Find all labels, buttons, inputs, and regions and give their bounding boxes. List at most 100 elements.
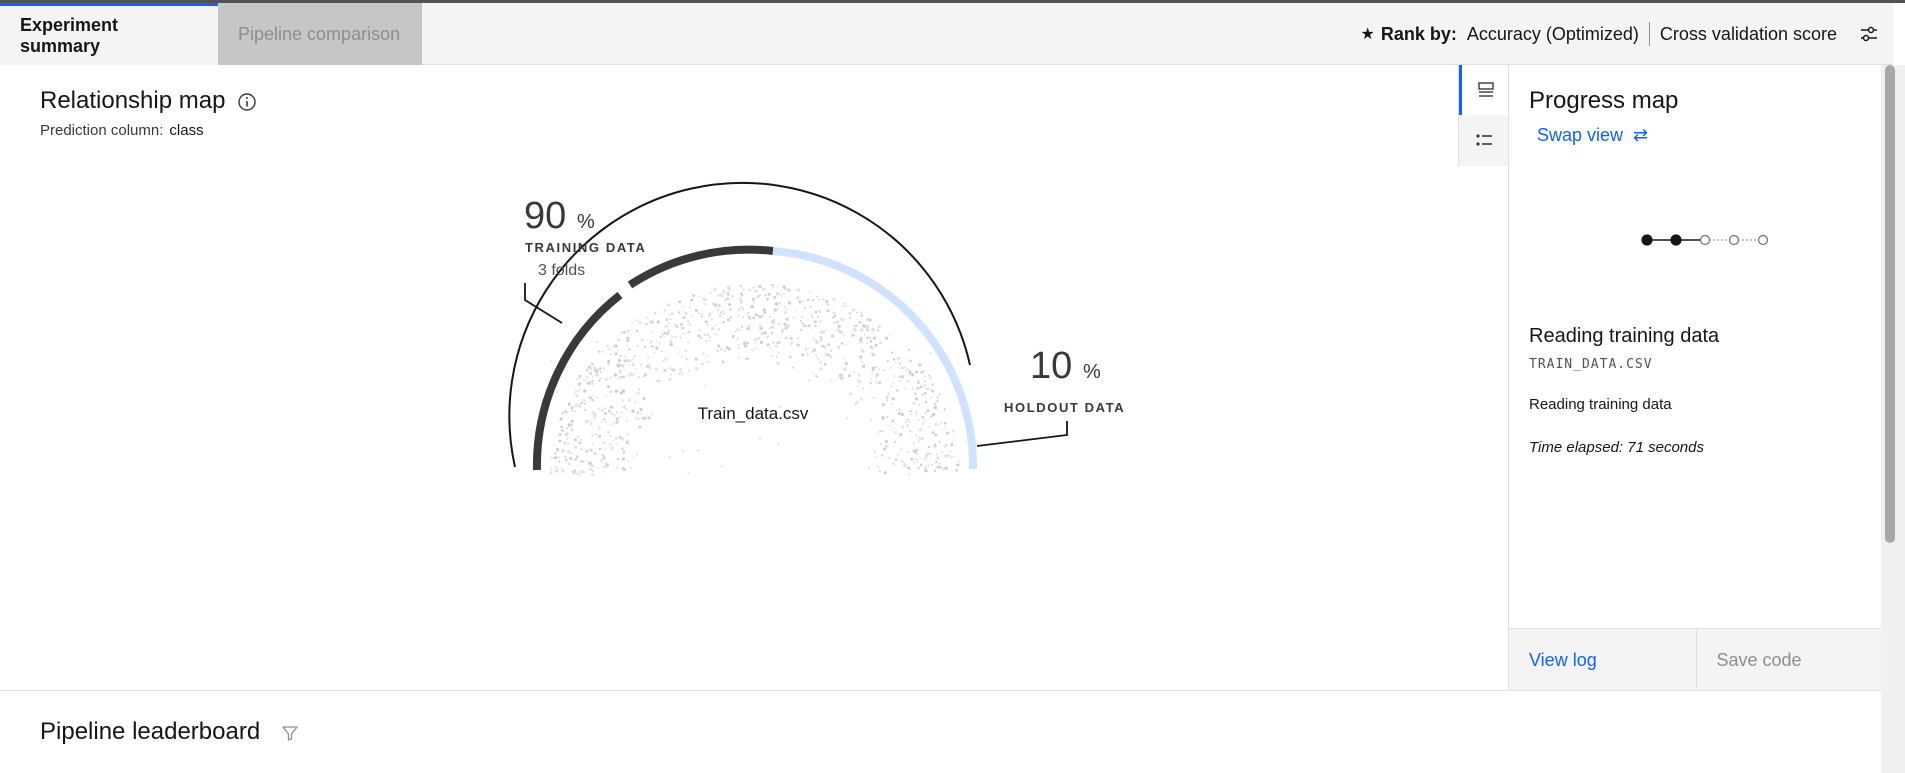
data-point (552, 444, 554, 447)
data-point (926, 452, 930, 456)
data-point (796, 296, 800, 300)
data-point (561, 469, 565, 473)
settings-adjust-icon[interactable] (1857, 22, 1881, 46)
data-point (737, 343, 740, 347)
data-point (823, 362, 827, 366)
data-point (700, 315, 703, 318)
holdout-arc[interactable] (772, 247, 978, 470)
data-point (698, 311, 701, 315)
data-point (731, 295, 734, 298)
data-point (727, 347, 731, 351)
tab-experiment-summary[interactable]: Experiment summary (0, 3, 218, 65)
data-point (904, 420, 908, 424)
data-point (607, 359, 611, 364)
data-point (622, 451, 626, 454)
filter-icon[interactable] (280, 722, 300, 742)
data-point (617, 358, 622, 363)
data-point (801, 322, 804, 325)
data-point (622, 375, 625, 379)
data-point (778, 341, 781, 345)
data-point (591, 383, 594, 385)
data-point (923, 466, 927, 470)
tab-pipeline-comparison[interactable]: Pipeline comparison (218, 3, 422, 65)
data-point (604, 421, 607, 424)
data-point (717, 344, 719, 347)
data-point (663, 331, 667, 335)
data-point (930, 415, 933, 418)
data-point (783, 292, 785, 295)
data-point (589, 468, 592, 471)
data-point (806, 298, 810, 302)
data-point (583, 389, 587, 393)
data-point (660, 350, 663, 353)
scrollbar[interactable] (1881, 65, 1905, 773)
data-point (627, 398, 631, 402)
data-point (773, 321, 776, 325)
swap-icon: ⇄ (1633, 125, 1649, 145)
data-point (903, 464, 907, 468)
data-point (771, 283, 774, 287)
data-point (694, 366, 698, 371)
data-point (956, 463, 960, 467)
data-point (601, 350, 604, 353)
data-point (621, 448, 624, 451)
view-log-button[interactable]: View log (1509, 629, 1696, 691)
data-point (591, 443, 594, 446)
data-point (819, 360, 822, 364)
rank-score-type[interactable]: Cross validation score (1659, 23, 1837, 44)
data-point (603, 407, 607, 410)
data-point (740, 306, 744, 309)
data-point (717, 328, 721, 331)
data-point (952, 434, 955, 437)
data-point (647, 416, 651, 420)
data-point (875, 373, 879, 376)
rank-metric[interactable]: Accuracy (Optimized) (1466, 23, 1639, 44)
data-point (617, 349, 619, 351)
data-point (917, 381, 920, 384)
data-point (852, 308, 855, 312)
training-arc-fold-1[interactable] (532, 291, 623, 471)
data-point (609, 405, 613, 409)
data-point (766, 336, 769, 338)
data-point (570, 419, 574, 423)
info-icon[interactable] (237, 91, 257, 111)
data-point (555, 466, 558, 469)
data-point (818, 309, 822, 313)
data-point (674, 335, 677, 339)
data-point (555, 456, 558, 459)
data-point (919, 385, 923, 389)
data-point (625, 420, 628, 423)
data-point (650, 413, 653, 416)
data-point (736, 337, 739, 340)
data-point (833, 321, 837, 324)
rank-by-label: Rank by: (1380, 23, 1457, 44)
details-view-button[interactable] (1459, 115, 1509, 165)
data-point (708, 336, 711, 339)
training-arc-fold-2[interactable] (627, 245, 774, 289)
data-point (758, 324, 762, 327)
swap-view-link[interactable]: Swap view ⇄ (1537, 125, 1648, 146)
data-point (633, 372, 636, 375)
data-point (920, 371, 924, 374)
data-point (549, 471, 553, 475)
data-point (579, 404, 582, 407)
data-point (597, 468, 600, 470)
data-point (757, 295, 760, 298)
data-point (670, 373, 672, 376)
data-point (928, 374, 930, 377)
summary-view-button[interactable] (1459, 65, 1509, 115)
data-point (894, 440, 897, 443)
data-point (856, 311, 858, 314)
data-point (915, 452, 918, 455)
data-point (809, 305, 813, 309)
data-point (574, 390, 577, 392)
scrollbar-thumb[interactable] (1885, 65, 1895, 543)
data-point (843, 302, 846, 305)
data-point (558, 433, 562, 436)
data-point (760, 332, 764, 336)
list-view-icon (1477, 82, 1494, 97)
data-point (924, 384, 926, 387)
data-point (922, 370, 925, 373)
save-code-button[interactable]: Save code (1695, 629, 1882, 691)
data-point (793, 316, 795, 319)
